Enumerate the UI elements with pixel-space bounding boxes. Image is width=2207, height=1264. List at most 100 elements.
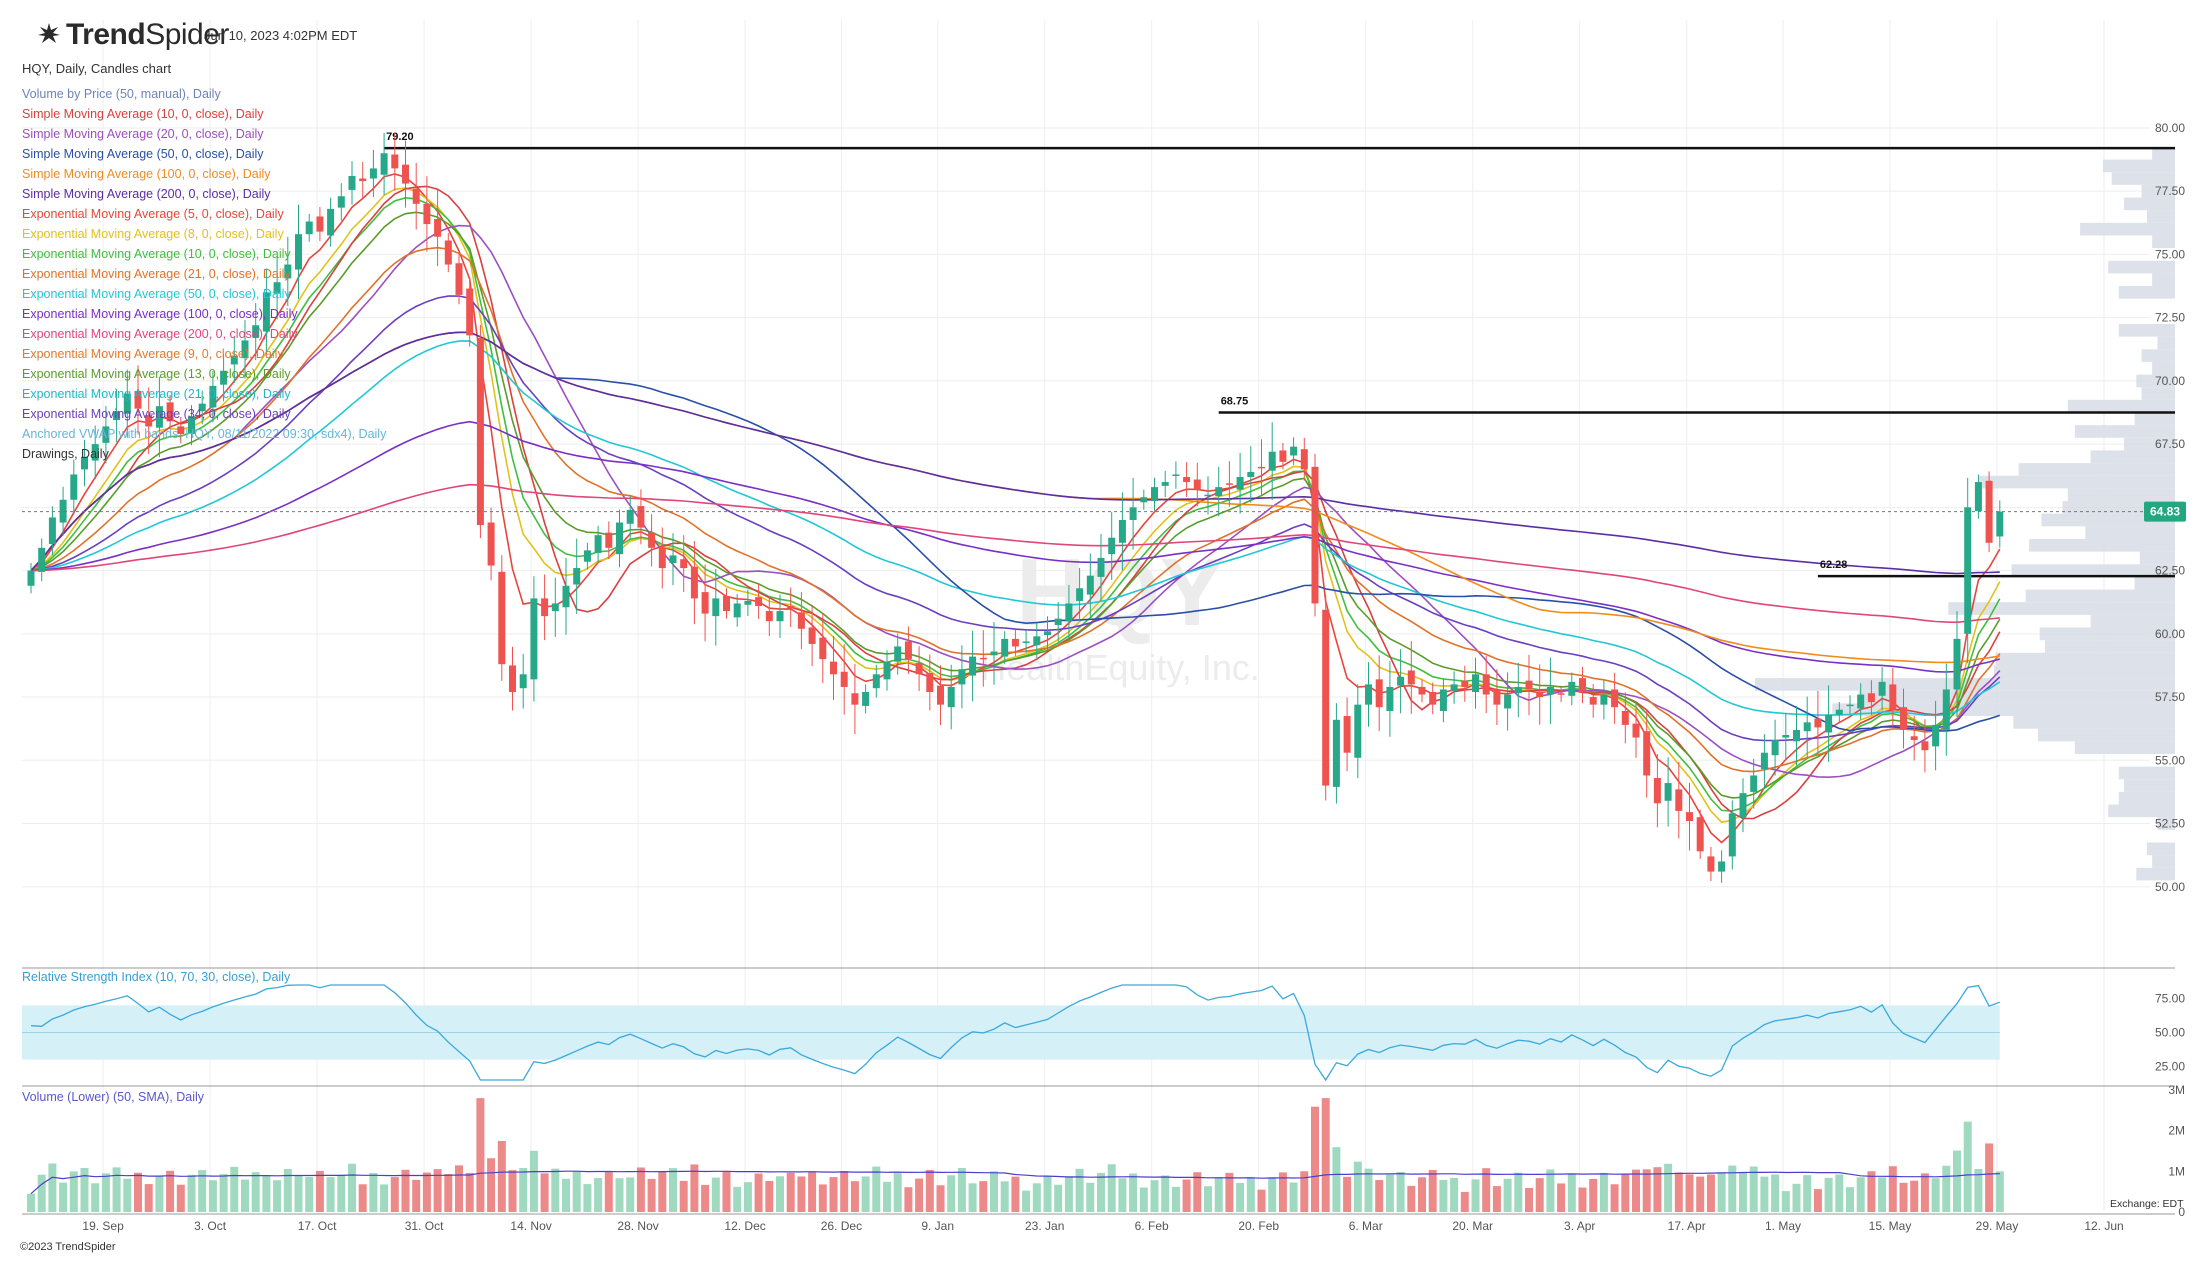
time-tick-label: 20. Feb [1238, 1219, 1279, 1233]
volume-bar [936, 1185, 945, 1212]
volume-bar [1578, 1187, 1587, 1212]
volume-by-price [1755, 146, 2175, 881]
legend-item[interactable]: Exponential Moving Average (9, 0, close)… [22, 347, 284, 361]
volume-bar [722, 1171, 731, 1212]
vbp-bar [2074, 425, 2175, 438]
volume-bar [669, 1168, 677, 1212]
volume-bar [1706, 1174, 1715, 1212]
candle-body [1172, 474, 1180, 476]
candle-body [1932, 724, 1940, 747]
vbp-bar [2152, 855, 2175, 868]
candle-body [551, 603, 559, 612]
volume-bar [968, 1183, 977, 1212]
candle-body [402, 164, 409, 184]
volume-bar [551, 1168, 560, 1212]
volume-bar [465, 1172, 474, 1212]
candle-body [305, 221, 313, 235]
legend-item[interactable]: Simple Moving Average (20, 0, close), Da… [22, 127, 264, 141]
volume-bar [337, 1174, 346, 1212]
candle-body [273, 282, 281, 294]
chart-timestamp: Jun 10, 2023 4:02PM EDT [204, 28, 358, 43]
legend-item[interactable]: Exponential Moving Average (34, 0, close… [22, 407, 291, 421]
time-axis: 19. Sep 3. Oct 17. Oct 31. Oct 14. Nov 28. No… [82, 1219, 2123, 1233]
rsi-tick-label: 25.00 [2155, 1059, 2185, 1073]
legend-item[interactable]: Simple Moving Average (50, 0, close), Da… [22, 147, 264, 161]
candle-body [1407, 670, 1415, 685]
legend-item[interactable]: Exponential Moving Average (100, 0, clos… [22, 307, 298, 321]
legend-item[interactable]: Exponential Moving Average (13, 0, close… [22, 367, 291, 381]
volume-bar [1129, 1173, 1138, 1212]
legend-item[interactable]: Exponential Moving Average (200, 0, clos… [22, 327, 298, 341]
volume-bar [273, 1180, 282, 1212]
vbp-bar [1993, 665, 2175, 679]
candle-body [1279, 450, 1287, 462]
vbp-bar [2152, 235, 2175, 249]
volume-bar [123, 1178, 132, 1212]
legend-item[interactable]: Exponential Moving Average (5, 0, close)… [22, 207, 284, 221]
candle-body [1118, 520, 1126, 543]
vbp-bar [2090, 450, 2175, 464]
legend-item[interactable]: Anchored VWAP with bands, HQY, 08/11/202… [22, 427, 387, 441]
candle-body [1204, 494, 1212, 497]
legend-item[interactable]: Exponential Moving Average (8, 0, close)… [22, 227, 284, 241]
price-tick-label: 80.00 [2155, 121, 2185, 135]
candle-body [1022, 641, 1030, 643]
volume-bar [69, 1171, 78, 1212]
legend-item[interactable]: Simple Moving Average (200, 0, close), D… [22, 187, 271, 201]
volume-bar [1311, 1106, 1319, 1212]
symbol-description[interactable]: HQY, Daily, Candles chart [22, 61, 172, 76]
candle-body [284, 264, 292, 279]
candle-body [1268, 451, 1276, 471]
legend-item[interactable]: Simple Moving Average (100, 0, close), D… [22, 167, 271, 181]
vbp-bar [2134, 576, 2175, 590]
candle-body [262, 292, 270, 332]
moving-average-line [30, 295, 2001, 742]
volume-bar [883, 1181, 891, 1212]
volume-bar [305, 1176, 314, 1212]
indicator-legend: Volume by Price (50, manual), Daily Simpl… [22, 84, 386, 464]
vbp-bar [2146, 210, 2175, 223]
volume-bar [1781, 1191, 1790, 1212]
moving-averages [30, 173, 2001, 844]
volume-bar [1193, 1172, 1202, 1212]
candle-body [1653, 778, 1661, 804]
volume-bar [101, 1173, 110, 1212]
time-tick-label: 3. Oct [194, 1219, 227, 1233]
volume-bar [1728, 1165, 1737, 1212]
volume-bar [636, 1167, 645, 1212]
candle-body [1086, 575, 1094, 595]
legend-item[interactable]: Simple Moving Average (10, 0, close), Da… [22, 107, 264, 121]
candle-body [434, 219, 442, 237]
volume-bar [487, 1158, 496, 1212]
legend-item[interactable]: Volume by Price (50, manual), Daily [22, 87, 221, 101]
volume-bar [1942, 1165, 1951, 1212]
candle-body [1707, 856, 1715, 872]
time-tick-label: 31. Oct [405, 1219, 444, 1233]
volume-tick-label: 3M [2168, 1083, 2185, 1097]
volume-bar [1525, 1188, 1533, 1212]
price-tick-label: 75.00 [2155, 247, 2185, 261]
volume-bar [422, 1172, 431, 1212]
legend-item[interactable]: Exponential Moving Average (10, 0, close… [22, 247, 291, 261]
brand-logo[interactable]: TrendSpider [36, 18, 229, 52]
volume-bar [711, 1177, 720, 1212]
candle-body [359, 178, 367, 182]
legend-item[interactable]: Exponential Moving Average (21, 0, close… [22, 267, 291, 281]
rsi-title[interactable]: Relative Strength Index (10, 70, 30, clo… [22, 970, 291, 984]
legend-item[interactable]: Exponential Moving Average (21, 0, close… [22, 387, 291, 401]
volume-title[interactable]: Volume (Lower) (50, SMA), Daily [22, 1090, 205, 1104]
time-tick-label: 14. Nov [510, 1219, 551, 1233]
candle-body [412, 188, 420, 204]
legend-item[interactable]: Exponential Moving Average (50, 0, close… [22, 287, 291, 301]
volume-bar [358, 1184, 367, 1212]
candle-body [1557, 693, 1565, 695]
volume-bar [1236, 1182, 1245, 1212]
candle-body [487, 522, 495, 566]
volume-bar [840, 1171, 849, 1212]
candle-body [81, 456, 88, 470]
volume-bar [1760, 1176, 1769, 1212]
legend-item[interactable]: Drawings, Daily [22, 447, 109, 461]
volume-bar [626, 1177, 635, 1212]
volume-bar [1589, 1178, 1598, 1212]
